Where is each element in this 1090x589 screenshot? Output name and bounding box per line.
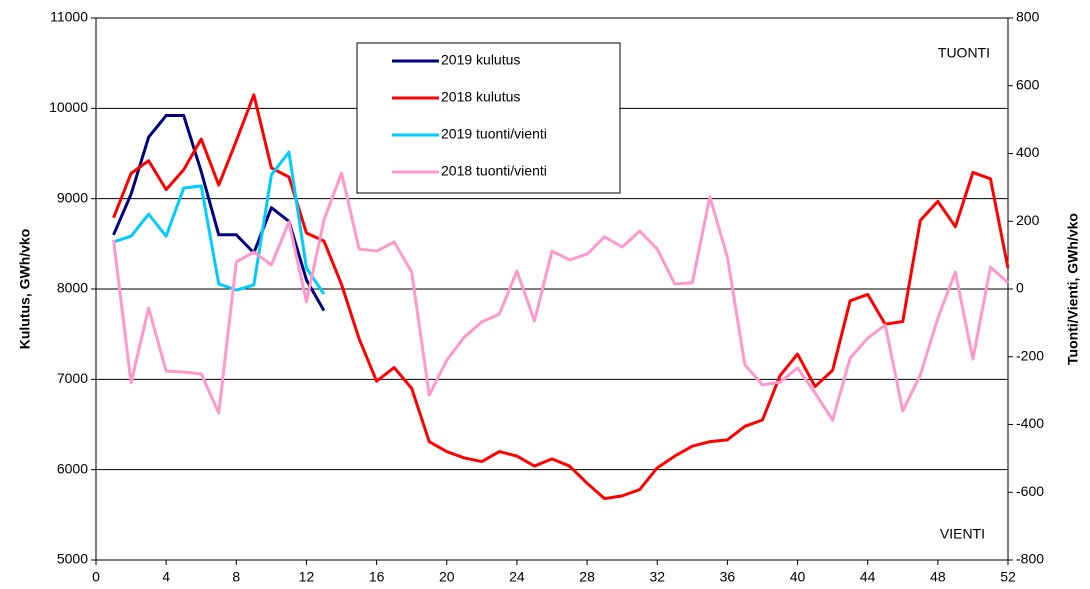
y-tick-label: 6000 [57, 460, 88, 476]
series-line [112, 171, 1010, 422]
y2-tick-label: -200 [1016, 347, 1044, 363]
x-tick-label: 48 [930, 569, 946, 585]
y2-tick-label: -600 [1016, 483, 1044, 499]
x-tick-label: 16 [369, 569, 385, 585]
x-tick-label: 36 [720, 569, 736, 585]
y2-tick-label: 200 [1016, 212, 1040, 228]
x-tick-label: 4 [162, 569, 170, 585]
x-tick-label: 40 [790, 569, 806, 585]
legend-box [356, 42, 621, 194]
x-tick-label: 52 [1000, 569, 1016, 585]
legend-label: 2018 tuonti/vienti [441, 163, 547, 179]
legend-label: 2019 kulutus [441, 52, 520, 68]
x-tick-label: 0 [92, 569, 100, 585]
x-tick-label: 28 [579, 569, 595, 585]
y2-tick-label: -400 [1016, 415, 1044, 431]
y2-tick-label: -800 [1016, 551, 1044, 567]
y-tick-label: 7000 [57, 370, 88, 386]
y-tick-label: 10000 [49, 99, 88, 115]
y2-tick-label: 600 [1016, 76, 1040, 92]
y2-tick-label: 0 [1016, 280, 1024, 296]
x-tick-label: 24 [509, 569, 525, 585]
y2-tick-label: 400 [1016, 144, 1040, 160]
annotation: TUONTI [938, 45, 990, 61]
y2-axis-label: Tuonti/Vienti, GWh/vko [1065, 213, 1081, 365]
y-axis-label: Kulutus, GWh/vko [17, 229, 33, 350]
x-tick-label: 44 [860, 569, 876, 585]
x-tick-label: 12 [299, 569, 315, 585]
y-tick-label: 9000 [57, 189, 88, 205]
y2-tick-label: 800 [1016, 9, 1040, 25]
legend-label: 2018 kulutus [441, 89, 520, 105]
annotation: VIENTI [940, 526, 985, 542]
x-tick-label: 32 [649, 569, 665, 585]
legend-label: 2019 tuonti/vienti [441, 126, 547, 142]
x-tick-label: 20 [439, 569, 455, 585]
y-tick-label: 8000 [57, 280, 88, 296]
series-line [113, 150, 326, 295]
series-line [112, 93, 1010, 501]
x-tick-label: 8 [232, 569, 240, 585]
y-tick-label: 11000 [50, 9, 88, 25]
y-tick-label: 5000 [57, 551, 88, 567]
